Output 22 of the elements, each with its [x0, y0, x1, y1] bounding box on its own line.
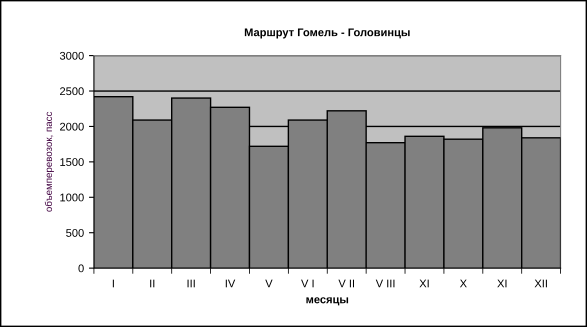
x-tick-label: V I [301, 280, 314, 288]
y-tick-label: 1500 [60, 158, 84, 166]
x-tick-label: XI [497, 280, 506, 288]
y-tick-label: 0 [78, 264, 84, 272]
x-tick-label: V [265, 280, 273, 288]
x-tick-label: X [460, 280, 467, 288]
x-tick-label: III [188, 280, 195, 288]
x-tick-label: II [150, 280, 154, 288]
y-tick-label: 2500 [60, 87, 84, 96]
x-tick-label: XI [419, 280, 429, 288]
y-tick-label: 3000 [60, 52, 84, 60]
y-tick-label: 500 [66, 228, 84, 237]
chart-title: Маршрут Гомель - Головинцы [244, 28, 410, 38]
x-tick-label: V III [376, 280, 394, 288]
x-tick-label: V II [338, 280, 354, 288]
x-tick-label: I [112, 280, 114, 288]
y-axis-title: объемперевозок, пасс [44, 112, 54, 212]
x-tick-label: XII [534, 280, 547, 288]
x-axis-title: месяцы [306, 297, 348, 306]
x-tick-label: IV [226, 280, 236, 288]
y-tick-label: 1000 [60, 194, 84, 202]
y-tick-label: 2000 [60, 122, 84, 131]
